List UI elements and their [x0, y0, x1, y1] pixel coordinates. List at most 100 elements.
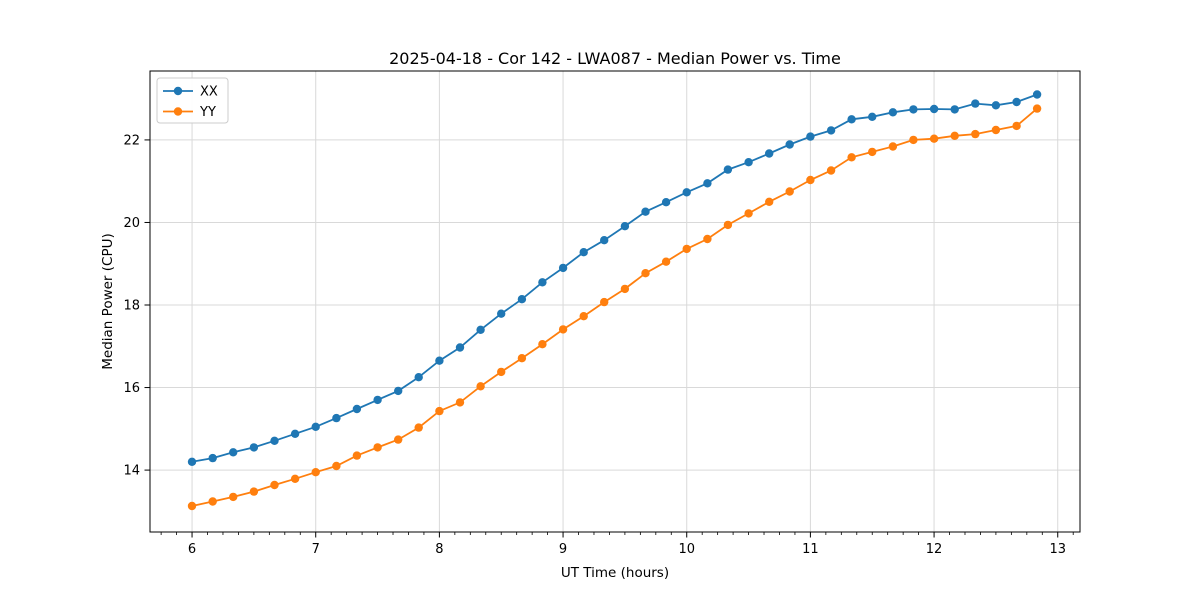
series-yy-point: [249, 487, 259, 496]
series-yy-point: [579, 312, 588, 321]
series-xx-point: [723, 165, 733, 174]
series-yy-point: [888, 142, 898, 151]
series-yy-point: [765, 197, 774, 206]
y-tick-label: 20: [123, 216, 140, 231]
series-xx-point: [826, 126, 836, 135]
y-tick-label: 18: [123, 299, 140, 314]
series-xx-point: [373, 395, 382, 405]
series-yy-point: [1032, 104, 1042, 113]
series-xx-point: [311, 422, 320, 431]
series-xx-point: [332, 413, 341, 423]
series-yy-point: [311, 468, 320, 477]
legend-label: YY: [199, 105, 216, 120]
series-xx-point: [435, 356, 444, 365]
series-xx-point: [929, 104, 939, 114]
series-xx-point: [682, 188, 691, 197]
series-yy-point: [497, 367, 506, 377]
series-yy-point: [909, 135, 918, 145]
x-tick-label: 12: [926, 542, 943, 557]
series-xx-point: [600, 236, 609, 245]
series-yy-point: [414, 423, 423, 432]
x-tick-label: 11: [802, 542, 819, 557]
series-yy-point: [394, 435, 403, 444]
x-tick-label: 6: [188, 542, 196, 557]
series-yy-point: [538, 340, 547, 349]
series-xx-point: [208, 453, 217, 463]
series-yy-point: [620, 284, 630, 294]
series-yy-point: [435, 406, 444, 416]
y-axis-label: Median Power (CPU): [100, 233, 116, 369]
chart-title: 2025-04-18 - Cor 142 - LWA087 - Median P…: [389, 49, 841, 68]
series-yy-point: [332, 461, 341, 471]
series-xx-point: [249, 443, 259, 452]
series-yy-point: [682, 244, 691, 254]
series-yy-point: [373, 443, 382, 452]
series-xx-point: [290, 429, 300, 438]
series-xx-point: [909, 105, 918, 114]
axes-frame: [149, 70, 1081, 533]
series-xx-point: [888, 108, 898, 117]
series-xx-point: [187, 457, 197, 466]
y-tick-label: 16: [123, 381, 140, 396]
series-xx-point: [352, 404, 362, 414]
plot-layer: 6 7 8 9 10 11 12 13 14 16 18 20 22 XX YY: [123, 70, 1081, 557]
series-yy-point: [1012, 121, 1021, 131]
series-xx-point: [661, 198, 671, 207]
series-xx-point: [950, 105, 959, 114]
series-xx-point: [847, 115, 856, 124]
x-tick-label: 7: [312, 542, 320, 557]
series-yy-point: [455, 398, 465, 407]
series-xx-point: [538, 278, 547, 287]
series-yy-point: [971, 129, 980, 139]
series-yy-point: [290, 474, 300, 483]
series-yy-point: [744, 209, 753, 218]
series-xx-point: [414, 373, 423, 382]
series-xx-point: [806, 132, 815, 141]
series-xx-point: [517, 295, 527, 304]
series-yy-point: [661, 257, 671, 266]
series-yy-point: [600, 297, 609, 307]
series-yy-point: [847, 153, 856, 162]
series-xx-point: [270, 436, 279, 445]
series-xx-point: [476, 325, 485, 334]
series-yy-point: [991, 125, 1001, 135]
series-yy-point: [558, 325, 568, 334]
series-xx-point: [868, 112, 877, 122]
series-xx-point: [785, 140, 794, 149]
series-xx-point: [579, 248, 588, 257]
series-xx-point: [558, 263, 568, 273]
series-xx-point: [394, 386, 403, 396]
series-xx-point: [620, 222, 630, 231]
series-yy-point: [229, 492, 238, 502]
x-tick-label: 13: [1049, 542, 1066, 557]
y-tick-label: 14: [123, 464, 140, 479]
series-yy-point: [785, 187, 794, 196]
series-xx-point: [765, 149, 774, 158]
legend-label: XX: [200, 85, 218, 100]
legend-marker-icon: [173, 107, 183, 116]
series-xx-point: [1032, 90, 1042, 99]
series-xx-point: [744, 158, 753, 167]
series-yy-point: [270, 480, 279, 490]
x-axis-label: UT Time (hours): [561, 565, 669, 581]
series-yy-point: [517, 354, 527, 363]
series-yy-point: [187, 501, 197, 511]
series-xx-point: [641, 207, 650, 216]
x-tick-label: 10: [678, 542, 695, 557]
series-yy-point: [826, 166, 836, 175]
series-yy-line: [191, 107, 1038, 507]
series-yy-point: [806, 175, 815, 185]
legend-marker-icon: [173, 86, 183, 96]
series-xx-point: [229, 448, 238, 457]
series-yy-point: [723, 220, 733, 230]
series-xx-line: [191, 93, 1038, 463]
series-xx-point: [971, 99, 980, 108]
series-yy-point: [476, 382, 485, 391]
series-xx-point: [991, 101, 1001, 110]
series-yy-point: [950, 131, 959, 140]
series-yy-point: [641, 269, 650, 278]
series-yy-point: [868, 147, 877, 157]
series-yy-point: [352, 451, 362, 460]
